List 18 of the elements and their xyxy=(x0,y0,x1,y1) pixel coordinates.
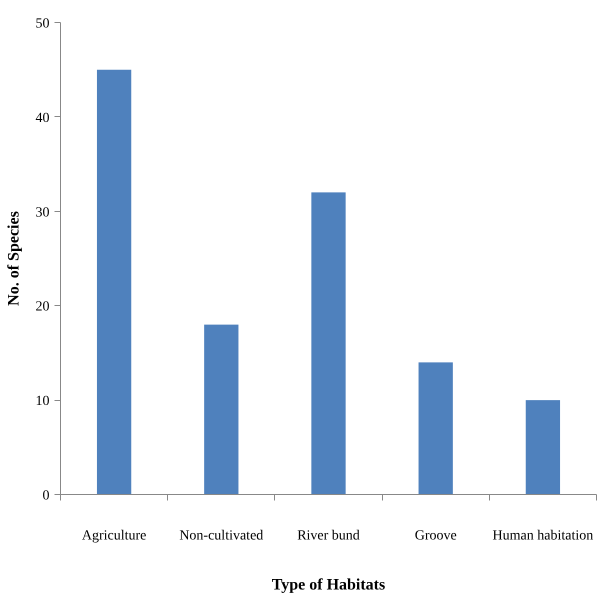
x-tick-label: River bund xyxy=(297,528,360,544)
y-tick-label: 10 xyxy=(36,394,50,410)
bar xyxy=(526,400,560,494)
x-tick-label: Agriculture xyxy=(82,528,146,544)
x-axis-title: Type of Habitats xyxy=(272,576,386,594)
y-tick-label: 30 xyxy=(36,205,50,220)
bar xyxy=(204,324,238,494)
y-tick-label: 50 xyxy=(36,16,50,32)
y-tick-label: 20 xyxy=(36,300,50,315)
y-tick-label: 0 xyxy=(42,488,50,504)
bar xyxy=(418,362,453,494)
bar xyxy=(311,192,346,494)
x-tick-label: Human habitation xyxy=(492,528,594,544)
bar xyxy=(96,70,132,494)
y-axis-title: No. of Species xyxy=(6,211,22,306)
x-tick-label: Groove xyxy=(414,528,457,544)
x-tick-label: Non-cultivated xyxy=(179,528,264,544)
y-tick-label: 40 xyxy=(36,110,50,126)
